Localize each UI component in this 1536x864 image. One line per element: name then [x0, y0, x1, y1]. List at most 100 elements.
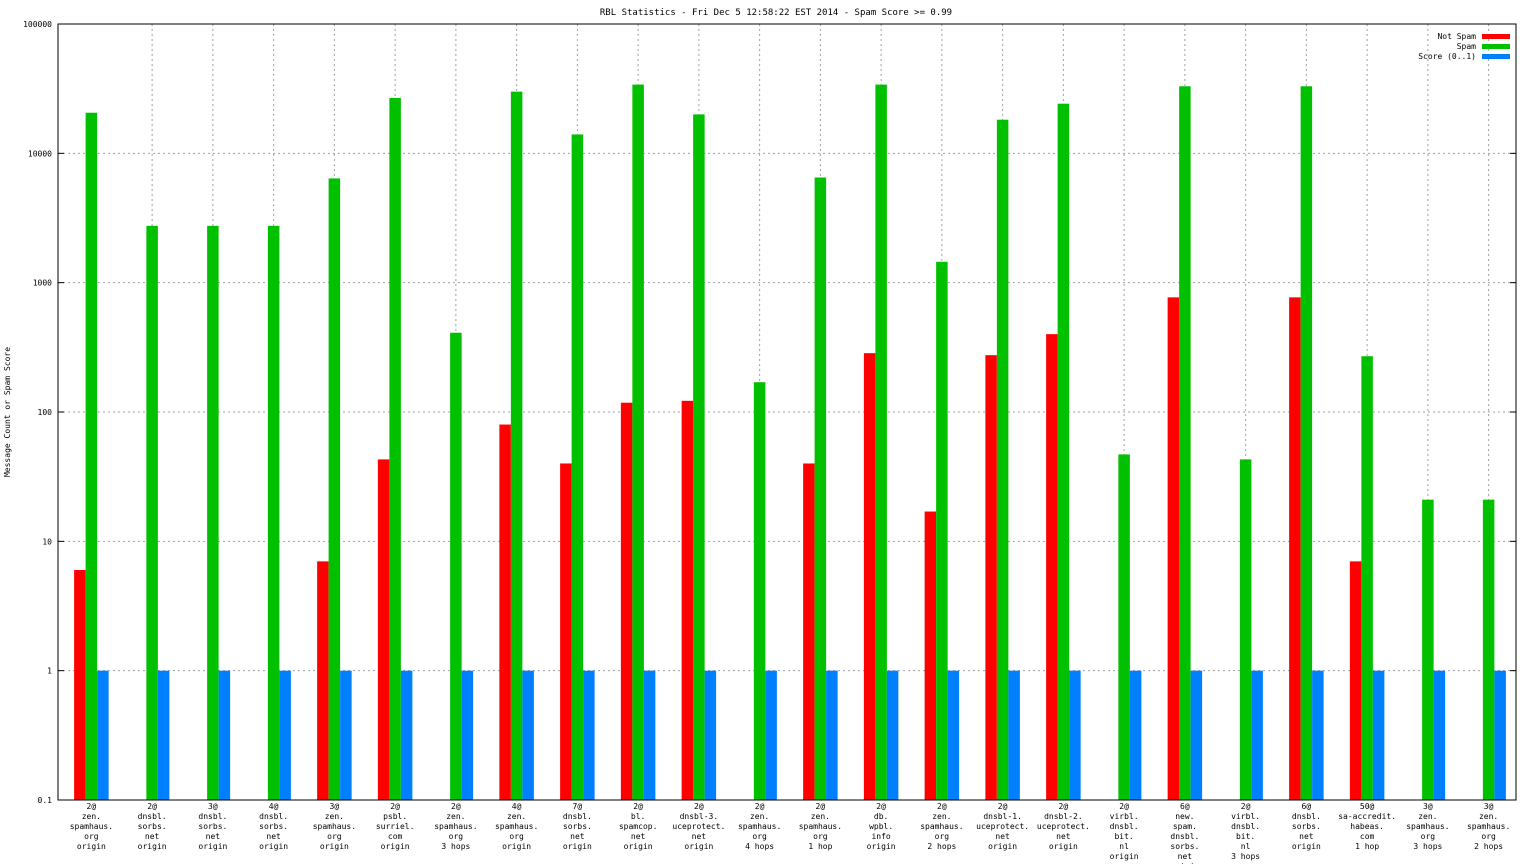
x-tick-label: uceprotect.: [672, 822, 725, 831]
x-tick-label: net: [995, 832, 1010, 841]
x-tick-label: habeas.: [1350, 822, 1384, 831]
x-tick-label: net: [1299, 832, 1314, 841]
x-tick-label: 2 hops: [927, 842, 956, 851]
y-tick-label: 1000: [33, 279, 52, 288]
x-tick-label: origin: [1049, 842, 1078, 851]
bar-not-spam: [863, 353, 876, 800]
x-tick-label: zen.: [325, 812, 344, 821]
x-tick-label: origin: [563, 842, 592, 851]
bar-score-0-1: [1433, 670, 1446, 800]
x-tick-label: 2@: [816, 802, 826, 811]
x-tick-label: net: [1056, 832, 1071, 841]
x-tick-label: virbl.: [1110, 812, 1139, 821]
x-tick-label: origin: [138, 842, 167, 851]
x-tick-label: zen.: [1418, 812, 1437, 821]
x-tick-label: origin: [684, 842, 713, 851]
x-tick-label: surriel.: [376, 822, 415, 831]
bar-score-0-1: [218, 670, 231, 800]
x-tick-label: dnsbl.: [198, 812, 227, 821]
x-tick-label: 3@: [1484, 802, 1494, 811]
x-tick-label: 3@: [1423, 802, 1433, 811]
bar-not-spam: [620, 402, 633, 800]
x-tick-label: dnsbl.: [1170, 832, 1199, 841]
x-tick-label: dnsbl.: [1110, 822, 1139, 831]
x-tick-label: sorbs.: [198, 822, 227, 831]
x-tick-label: org: [509, 832, 524, 841]
bar-spam: [510, 91, 523, 800]
x-tick-label: 2@: [694, 802, 704, 811]
bar-not-spam: [1289, 297, 1301, 800]
x-tick-label: bit.: [1114, 832, 1133, 841]
bar-score-0-1: [704, 670, 717, 800]
bar-spam: [875, 84, 887, 800]
y-tick-label: 100000: [23, 20, 52, 29]
bar-spam: [1118, 454, 1130, 800]
plot-frame: [57, 23, 1517, 801]
bar-spam: [146, 225, 158, 800]
x-tick-label: org: [1421, 832, 1436, 841]
x-tick-label: zen.: [750, 812, 769, 821]
bar-score-0-1: [1494, 670, 1506, 800]
x-tick-label: nl: [1241, 842, 1251, 851]
bar-score-0-1: [1190, 670, 1203, 800]
bar-not-spam: [803, 463, 815, 800]
bar-spam: [267, 225, 280, 800]
bar-spam: [450, 332, 462, 800]
x-tick-label: 2@: [998, 802, 1008, 811]
x-tick-label: dnsbl.: [563, 812, 592, 821]
chart-title: RBL Statistics - Fri Dec 5 12:58:22 EST …: [600, 8, 952, 18]
x-tick-label: org: [1481, 832, 1496, 841]
x-tick-label: 2@: [633, 802, 643, 811]
bar-score-0-1: [157, 670, 170, 800]
x-tick-label: dnsbl.: [1292, 812, 1321, 821]
legend-swatch: [1482, 54, 1510, 59]
x-tick-label: origin: [1110, 852, 1139, 861]
x-tick-label: origin: [1170, 862, 1199, 864]
bar-score-0-1: [826, 670, 838, 800]
bar-not-spam: [681, 400, 694, 800]
x-tick-label: org: [84, 832, 99, 841]
x-tick-label: origin: [624, 842, 653, 851]
x-tick-label: nl: [1119, 842, 1129, 851]
x-tick-label: org: [752, 832, 767, 841]
bar-spam: [693, 114, 705, 800]
x-tick-label: zen.: [446, 812, 465, 821]
bar-not-spam: [985, 355, 997, 800]
x-tick-label: sorbs.: [138, 822, 167, 831]
x-tick-label: spamhaus.: [495, 822, 538, 831]
x-tick-label: 2@: [876, 802, 886, 811]
x-tick-label: dnsbl.: [138, 812, 167, 821]
x-tick-label: 4@: [512, 802, 522, 811]
x-tick-label: 2@: [1241, 802, 1251, 811]
bar-spam: [1300, 86, 1313, 800]
x-tick-label: zen.: [932, 812, 951, 821]
x-tick-label: 2@: [147, 802, 157, 811]
bar-not-spam: [1349, 561, 1362, 800]
bar-spam: [996, 119, 1009, 800]
x-tick-label: net: [266, 832, 281, 841]
x-tick-label: spamhaus.: [313, 822, 356, 831]
x-tick-label: zen.: [811, 812, 830, 821]
x-tick-label: 2@: [1059, 802, 1069, 811]
x-tick-label: origin: [502, 842, 531, 851]
bar-spam: [1057, 103, 1070, 800]
bar-spam: [1239, 459, 1252, 800]
y-tick-label: 10: [42, 537, 52, 546]
bar-score-0-1: [583, 670, 595, 800]
x-tick-label: 3 hops: [1413, 842, 1442, 851]
bar-spam: [753, 382, 766, 800]
x-tick-label: 6@: [1302, 802, 1312, 811]
x-tick-label: 2@: [937, 802, 947, 811]
x-tick-label: spamhaus.: [434, 822, 477, 831]
bar-spam: [207, 225, 219, 800]
x-tick-label: net: [692, 832, 707, 841]
x-tick-label: zen.: [507, 812, 526, 821]
bar-score-0-1: [1312, 670, 1324, 800]
x-tick-label: zen.: [82, 812, 101, 821]
bar-score-0-1: [1251, 670, 1263, 800]
bar-spam: [632, 84, 644, 800]
x-tick-label: spamhaus.: [1467, 822, 1510, 831]
bar-score-0-1: [97, 670, 109, 800]
